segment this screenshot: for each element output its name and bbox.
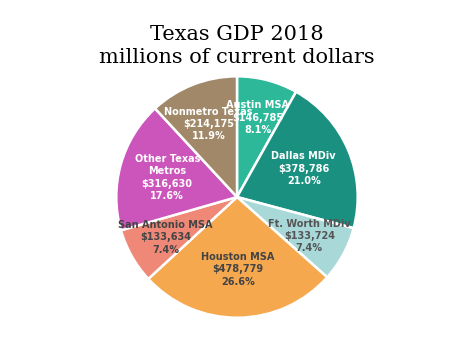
Wedge shape (116, 108, 237, 230)
Wedge shape (237, 92, 358, 228)
Wedge shape (148, 197, 327, 318)
Wedge shape (121, 197, 237, 279)
Text: Nonmetro Texas
$214,175
11.9%: Nonmetro Texas $214,175 11.9% (164, 106, 253, 141)
Text: Ft. Worth MDiv
$133,724
7.4%: Ft. Worth MDiv $133,724 7.4% (268, 219, 351, 253)
Wedge shape (237, 197, 354, 277)
Wedge shape (155, 76, 237, 197)
Wedge shape (237, 76, 296, 197)
Text: Other Texas
Metros
$316,630
17.6%: Other Texas Metros $316,630 17.6% (135, 154, 200, 201)
Text: Austin MSA
$146,785
8.1%: Austin MSA $146,785 8.1% (226, 100, 289, 135)
Text: Dallas MDiv
$378,786
21.0%: Dallas MDiv $378,786 21.0% (272, 152, 336, 186)
Text: Houston MSA
$478,779
26.6%: Houston MSA $478,779 26.6% (201, 252, 274, 287)
Text: San Antonio MSA
$133,634
7.4%: San Antonio MSA $133,634 7.4% (118, 220, 213, 255)
Text: Texas GDP 2018
millions of current dollars: Texas GDP 2018 millions of current dolla… (99, 25, 375, 67)
